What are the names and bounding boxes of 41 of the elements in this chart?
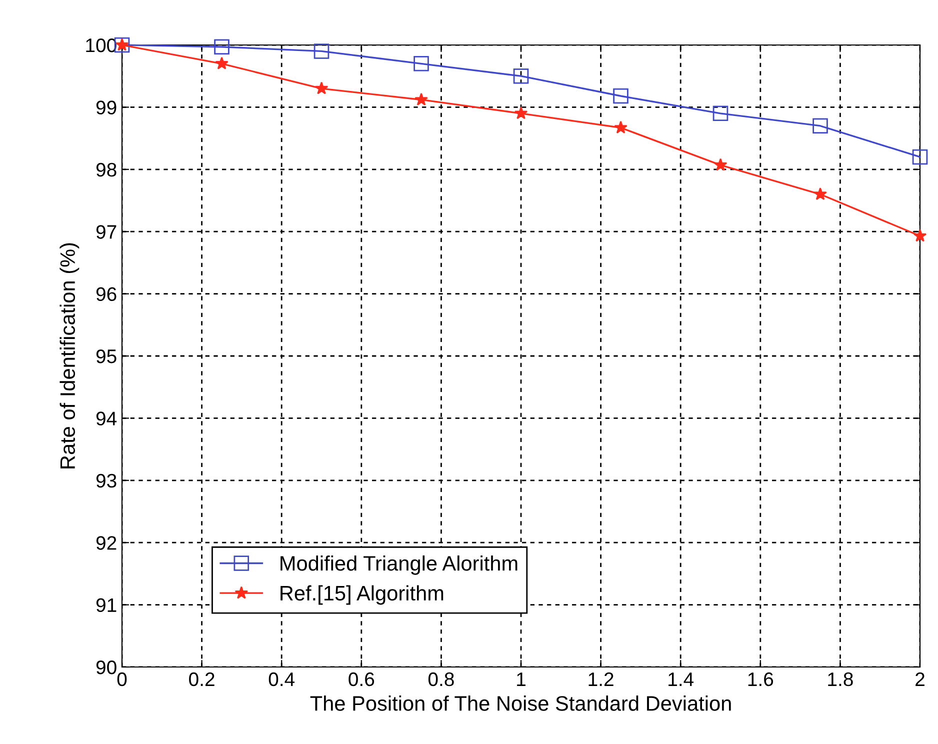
y-axis-title: Rate of Identification (%): [60, 243, 80, 468]
y-tick-label: 92: [96, 536, 116, 550]
point: [913, 229, 927, 242]
point: [215, 56, 228, 70]
y-tick-label: 93: [96, 474, 116, 488]
y-tick-label: 99: [96, 100, 116, 114]
x-tick-label: 0.2: [189, 672, 214, 686]
point: [613, 88, 628, 104]
x-tick-label: 1: [517, 672, 526, 686]
x-tick-label: 0.8: [428, 672, 454, 686]
x-tick-label: 1.2: [588, 672, 614, 686]
y-tick-label: 98: [96, 162, 116, 177]
x-tick-label: 0.6: [348, 672, 374, 686]
y-tick-label: 91: [96, 598, 116, 612]
y-tick-label: 96: [96, 287, 116, 302]
x-tick-label: 1.8: [828, 672, 853, 686]
y-tick-label: 97: [96, 225, 116, 239]
x-tick-label: 0: [117, 672, 127, 686]
legend-label: Modified Triangle Alorithm: [280, 555, 518, 575]
x-tick-label: 0.4: [268, 672, 295, 686]
point: [314, 44, 330, 59]
legend-label: Ref.[15] Algorithm: [280, 585, 444, 605]
point: [414, 56, 429, 72]
y-tick-label: 90: [96, 660, 116, 674]
point: [514, 106, 528, 120]
point: [714, 158, 728, 171]
point: [513, 68, 529, 84]
x-tick-label: 1.6: [748, 672, 774, 686]
point: [912, 149, 928, 165]
point: [812, 118, 828, 134]
point: [614, 120, 628, 134]
x-axis-title: The Position of The Noise Standard Deviation: [310, 696, 731, 711]
point: [814, 187, 827, 200]
point: [414, 92, 428, 106]
y-tick-label: 94: [96, 412, 117, 426]
point: [712, 106, 728, 122]
y-tick-label: 95: [96, 349, 116, 364]
point: [214, 39, 230, 55]
x-tick-label: 1.4: [668, 672, 694, 686]
x-tick-label: 2: [916, 672, 924, 686]
point: [314, 82, 328, 94]
